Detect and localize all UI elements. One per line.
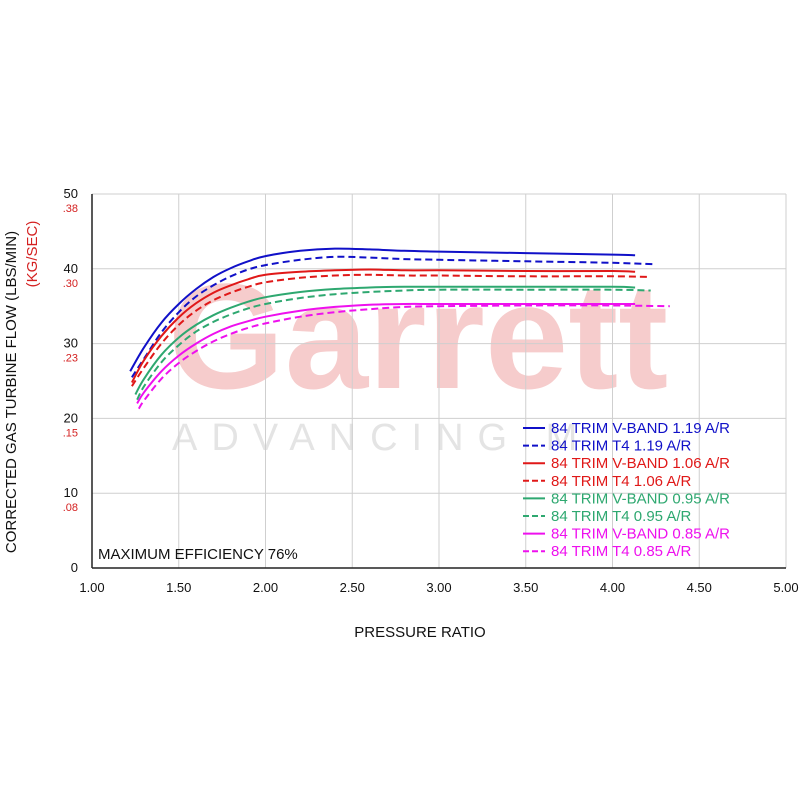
x-tick-label: 2.00 — [253, 580, 278, 595]
y-axis-title-kg: (KG/SEC) — [24, 221, 41, 288]
watermark: Garrett ADVANCING M — [168, 252, 668, 459]
y-tick-label-kg: .38 — [63, 203, 78, 215]
watermark-brand: Garrett — [168, 252, 668, 420]
x-tick-label: 1.00 — [79, 580, 104, 595]
legend-label-7: 84 TRIM V-BAND 0.85 A/R — [551, 526, 730, 543]
x-tick-label: 4.50 — [687, 580, 712, 595]
x-tick-label: 2.50 — [340, 580, 365, 595]
series-line-3 — [131, 268, 636, 383]
y-tick-label-kg: .23 — [63, 353, 78, 365]
series-line-8 — [137, 304, 670, 410]
axes — [91, 194, 786, 569]
y-tick-label-kg: .15 — [63, 427, 78, 439]
x-axis-title: PRESSURE RATIO — [354, 624, 485, 641]
legend-label-6: 84 TRIM T4 0.95 A/R — [551, 508, 692, 525]
legend-label-3: 84 TRIM V-BAND 1.06 A/R — [551, 455, 730, 472]
series-line-2 — [131, 255, 656, 378]
max-efficiency-annotation: MAXIMUM EFFICIENCY 76% — [98, 546, 298, 563]
legend-label-1: 84 TRIM V-BAND 1.19 A/R — [551, 420, 730, 437]
y-tick-labels: 0 10 .08 20 .15 30 .23 40 .30 50 .38 — [63, 186, 78, 575]
x-tick-labels: 1.00 1.50 2.00 2.50 3.00 3.50 4.00 4.50 5.00 — [79, 580, 798, 595]
y-tick-label: 40 — [64, 261, 78, 276]
x-tick-label: 3.50 — [513, 580, 538, 595]
series-line-1 — [129, 247, 636, 372]
x-tick-label: 4.00 — [600, 580, 625, 595]
series-line-7 — [136, 302, 636, 404]
x-tick-label: 5.00 — [773, 580, 798, 595]
series-lines — [129, 247, 670, 410]
y-axis-title: CORRECTED GAS TURBINE FLOW (LBS/MIN) — [3, 231, 20, 553]
y-tick-label: 10 — [64, 485, 78, 500]
y-tick-label: 20 — [64, 410, 78, 425]
legend-label-5: 84 TRIM V-BAND 0.95 A/R — [551, 490, 730, 507]
x-tick-label: 3.00 — [426, 580, 451, 595]
series-line-6 — [136, 288, 651, 401]
y-tick-label: 50 — [64, 186, 78, 201]
series-line-5 — [134, 285, 636, 395]
series-line-4 — [131, 273, 651, 387]
x-tick-label: 1.50 — [166, 580, 191, 595]
watermark-tagline: ADVANCING M — [172, 417, 591, 459]
legend-label-2: 84 TRIM T4 1.19 A/R — [551, 438, 692, 455]
legend-label-4: 84 TRIM T4 1.06 A/R — [551, 473, 692, 490]
legend: 84 TRIM V-BAND 1.19 A/R84 TRIM T4 1.19 A… — [523, 420, 730, 560]
y-tick-label: 0 — [71, 560, 78, 575]
y-tick-label-kg: .30 — [63, 278, 78, 290]
legend-label-8: 84 TRIM T4 0.85 A/R — [551, 543, 692, 560]
grid — [91, 193, 787, 569]
y-tick-label-kg: .08 — [63, 502, 78, 514]
y-tick-label: 30 — [64, 336, 78, 351]
